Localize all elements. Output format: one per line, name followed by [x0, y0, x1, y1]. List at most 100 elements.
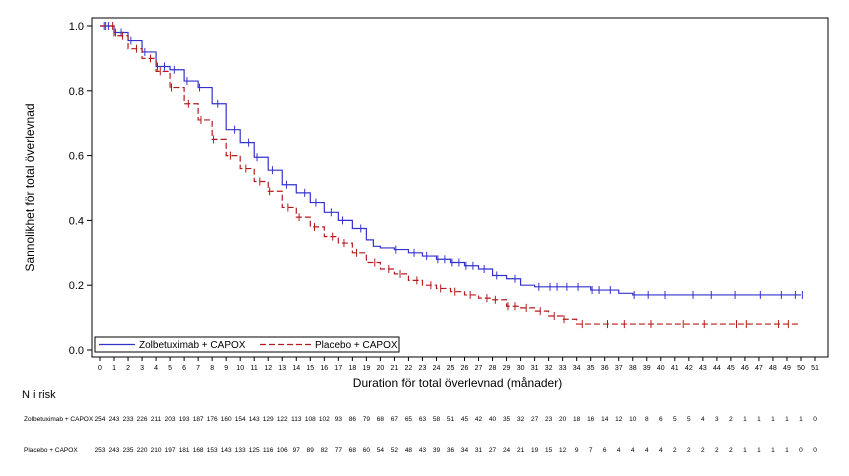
risk-value: 16	[587, 416, 595, 423]
series-line-placebo	[100, 25, 801, 325]
risk-value: 7	[589, 447, 593, 454]
x-tick-label: 30	[517, 365, 525, 372]
risk-value: 113	[291, 416, 302, 423]
risk-value: 67	[391, 416, 399, 423]
risk-value: 6	[659, 416, 663, 423]
risk-value: 31	[475, 447, 483, 454]
risk-value: 1	[771, 416, 775, 423]
x-tick-label: 34	[573, 365, 581, 372]
risk-value: 18	[573, 416, 581, 423]
risk-value: 19	[531, 447, 539, 454]
risk-value: 60	[363, 447, 371, 454]
y-tick-label: 0.2	[69, 280, 84, 292]
x-tick-label: 20	[376, 365, 384, 372]
risk-value: 220	[137, 447, 148, 454]
x-tick-label: 14	[292, 365, 300, 372]
x-tick-label: 32	[545, 365, 553, 372]
x-tick-label: 37	[615, 365, 623, 372]
risk-value: 1	[743, 416, 747, 423]
risk-value: 1	[785, 447, 789, 454]
risk-row-label: Zolbetuximab + CAPOX	[24, 416, 94, 423]
risk-value: 253	[95, 447, 106, 454]
x-tick-label: 21	[391, 365, 399, 372]
risk-value: 102	[319, 416, 330, 423]
risk-table-title: N i risk	[22, 389, 56, 401]
risk-value: 176	[207, 416, 218, 423]
x-tick-label: 33	[559, 365, 567, 372]
risk-value: 243	[109, 416, 120, 423]
risk-value: 106	[277, 447, 288, 454]
x-tick-label: 7	[196, 365, 200, 372]
risk-value: 1	[771, 447, 775, 454]
risk-value: 193	[179, 416, 190, 423]
risk-value: 36	[447, 447, 455, 454]
risk-value: 6	[603, 447, 607, 454]
risk-value: 197	[165, 447, 176, 454]
risk-value: 5	[673, 416, 677, 423]
x-tick-label: 38	[629, 365, 637, 372]
x-tick-label: 35	[587, 365, 595, 372]
risk-value: 2	[715, 447, 719, 454]
risk-value: 14	[601, 416, 609, 423]
risk-value: 27	[531, 416, 539, 423]
risk-value: 1	[743, 447, 747, 454]
risk-value: 34	[461, 447, 469, 454]
x-tick-label: 44	[713, 365, 721, 372]
x-tick-label: 5	[168, 365, 172, 372]
legend-box	[94, 336, 400, 353]
x-tick-label: 0	[98, 365, 102, 372]
risk-value: 168	[193, 447, 204, 454]
risk-value: 2	[673, 447, 677, 454]
risk-value: 63	[419, 416, 427, 423]
x-tick-label: 43	[699, 365, 707, 372]
x-tick-label: 19	[362, 365, 370, 372]
x-tick-label: 42	[685, 365, 693, 372]
risk-value: 8	[645, 416, 649, 423]
risk-value: 35	[503, 416, 511, 423]
x-tick-label: 31	[531, 365, 539, 372]
x-tick-label: 8	[210, 365, 214, 372]
risk-value: 32	[517, 416, 525, 423]
risk-value: 0	[813, 416, 817, 423]
risk-value: 23	[545, 416, 553, 423]
risk-value: 4	[701, 416, 705, 423]
risk-value: 203	[165, 416, 176, 423]
risk-value: 154	[235, 416, 246, 423]
x-tick-label: 6	[182, 365, 186, 372]
risk-value: 48	[405, 447, 413, 454]
x-tick-label: 3	[140, 365, 144, 372]
risk-value: 52	[391, 447, 399, 454]
risk-value: 4	[645, 447, 649, 454]
x-tick-label: 26	[461, 365, 469, 372]
risk-value: 10	[629, 416, 637, 423]
risk-row-label: Placebo + CAPOX	[24, 447, 78, 454]
risk-value: 210	[151, 447, 162, 454]
risk-value: 42	[475, 416, 483, 423]
risk-value: 89	[307, 447, 315, 454]
x-tick-label: 45	[727, 365, 735, 372]
x-tick-label: 25	[447, 365, 455, 372]
x-tick-label: 51	[811, 365, 819, 372]
x-tick-label: 4	[154, 365, 158, 372]
risk-value: 4	[631, 447, 635, 454]
risk-value: 233	[123, 416, 134, 423]
risk-value: 122	[277, 416, 288, 423]
risk-value: 243	[109, 447, 120, 454]
risk-value: 27	[489, 447, 497, 454]
risk-value: 0	[799, 447, 803, 454]
series-line-zolbetuximab	[100, 25, 801, 296]
x-tick-label: 16	[320, 365, 328, 372]
risk-value: 4	[617, 447, 621, 454]
risk-value: 68	[377, 416, 385, 423]
x-tick-label: 2	[126, 365, 130, 372]
risk-value: 143	[249, 416, 260, 423]
x-tick-label: 9	[224, 365, 228, 372]
risk-value: 108	[305, 416, 316, 423]
risk-value: 58	[433, 416, 441, 423]
risk-value: 2	[701, 447, 705, 454]
x-tick-label: 49	[783, 365, 791, 372]
x-tick-label: 24	[433, 365, 441, 372]
risk-value: 5	[687, 416, 691, 423]
